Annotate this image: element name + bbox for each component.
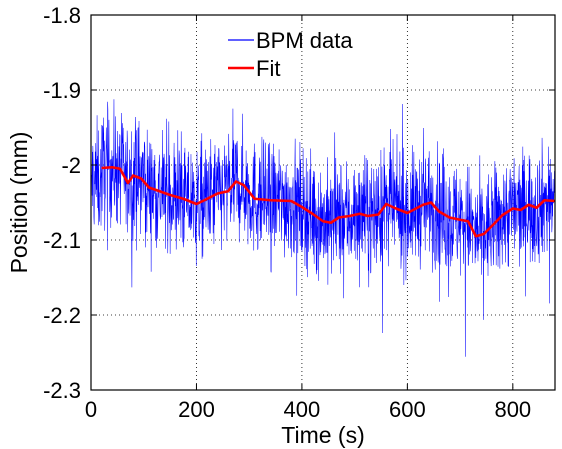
x-tick-label: 800: [494, 397, 531, 422]
plot-frame: [90, 14, 556, 391]
x-tick-label: 0: [85, 397, 97, 422]
y-tick-label: -1.8: [43, 3, 81, 28]
legend-label-bpm-data: BPM data: [256, 28, 353, 53]
y-tick-label: -2.3: [43, 378, 81, 403]
legend: BPM data Fit: [228, 28, 353, 81]
y-tick-label: -2: [61, 153, 81, 178]
x-tick-label: 600: [389, 397, 426, 422]
x-axis-title: Time (s): [281, 422, 364, 448]
x-tick-label: 400: [284, 397, 321, 422]
y-tick-label: -2.1: [43, 228, 81, 253]
legend-label-fit: Fit: [256, 56, 280, 81]
fit-series: [101, 165, 556, 238]
y-tick-label: -2.2: [43, 303, 81, 328]
y-axis-title: Position (mm): [6, 132, 32, 274]
y-axis: -1.8 -1.9 -2 -2.1 -2.2 -2.3: [43, 3, 555, 403]
y-tick-label: -1.9: [43, 78, 81, 103]
x-axis: 0 200 400 600 800: [85, 15, 531, 422]
x-tick-label: 200: [178, 397, 215, 422]
fit-line: [101, 165, 556, 238]
